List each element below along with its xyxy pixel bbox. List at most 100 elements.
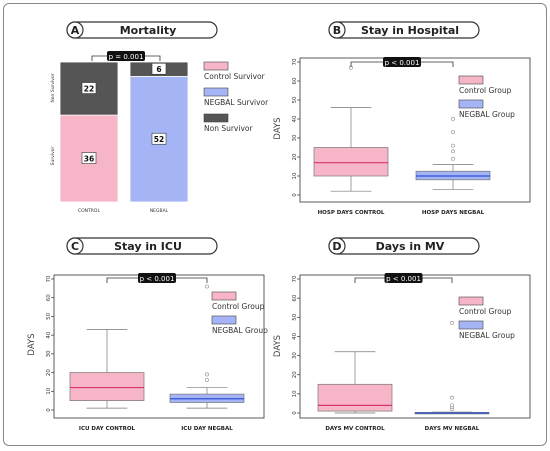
legend-swatch [458,99,484,109]
y-tick-label: 20 [292,371,298,378]
y-axis-label: DAYS [273,117,283,139]
panel-letter: D [332,240,341,253]
pvalue-label: p < 0.001 [386,275,421,283]
y-tick-label: 20 [292,153,298,160]
legend-label: Control Group [212,302,265,311]
y-tick-label: 60 [292,294,298,301]
y-tick-label: 50 [292,96,298,103]
pvalue-badge [383,57,421,67]
bar-segment [59,114,119,203]
y-tick-label: 10 [292,172,298,179]
y-axis-label: DAYS [273,335,283,357]
y-tick-label: 60 [46,294,52,301]
bar-value-box [81,152,97,164]
outlier-point [205,284,209,289]
legend-swatch [458,320,484,330]
pvalue-label: p = 0.001 [109,53,144,61]
y-tick-label: 70 [46,275,52,282]
pvalue-badge [138,273,176,283]
pvalue-badge [107,51,145,61]
legend-label: NEGBAL Group [212,326,268,335]
legend-swatch [211,315,237,325]
legend-label: Non Survivor [204,124,253,133]
pvalue-badge [384,273,423,283]
outlier-point [451,117,455,121]
x-tick-label: DAYS MV CONTROL [325,426,385,432]
y-tick-label: 70 [292,58,298,65]
panel-letter-circle [328,21,346,39]
panel-letter-circle [328,237,346,255]
panel-title: Stay in Hospital [361,24,459,37]
x-tick-label: ICU DAY NEGBAL [181,426,233,432]
bar-value-label: 6 [156,65,161,74]
y-tick-label: 30 [46,350,52,357]
legend-swatch [203,87,229,97]
legend-label: Control Survivor [204,72,266,81]
legend-swatch [211,291,237,301]
panel-title: Days in MV [376,240,445,253]
bar-value-box [151,62,167,75]
legend-label: Control Group [459,86,512,95]
outlier-point [205,378,209,382]
x-tick-label: HOSP DAYS CONTROL [318,210,385,216]
panel-letter: B [333,24,341,37]
box-control [317,383,393,412]
figure-frame: A Mortality 36 22 CONTROL 52 6 NEGBAL Survivor No… [3,3,547,446]
panel-title: Mortality [120,24,177,37]
y-segment-label: Non Survivor [50,73,56,102]
y-tick-label: 20 [46,369,52,376]
bar-value-label: 36 [84,155,94,164]
plot-frame [299,57,531,203]
panel-title: Stay in ICU [114,240,182,253]
outlier-point [451,156,455,161]
pvalue-label: p < 0.001 [385,59,420,67]
legend-label: NEGBAL Group [459,110,515,119]
x-tick-label: HOSP DAYS NEGBAL [422,210,485,216]
outlier-point [451,149,455,154]
y-tick-label: 0 [46,408,52,412]
panel-letter: A [71,24,80,37]
figure-canvas: A Mortality 36 22 CONTROL 52 6 NEGBAL Survivor No… [27,21,531,432]
y-tick-label: 50 [292,313,298,320]
outlier-point [451,143,455,148]
outlier-point [450,395,454,400]
legend-label: Control Group [459,307,512,316]
y-tick-label: 40 [292,115,298,122]
y-tick-label: 10 [46,387,52,394]
outlier-point [450,403,454,408]
y-tick-label: 40 [46,331,52,338]
box-control [313,147,389,177]
outlier-point [205,372,209,377]
outlier-point [450,321,454,325]
legend-swatch [458,75,484,85]
x-tick-label: DAYS MV NEGBAL [425,426,480,432]
y-tick-label: 30 [292,352,298,359]
y-tick-label: 30 [292,134,298,141]
legend-label: NEGBAL Survivor [204,98,269,107]
y-tick-label: 60 [292,77,298,84]
panel-letter-circle [66,21,84,39]
box-control [69,372,145,401]
y-tick-label: 0 [292,411,298,415]
panel-letter: C [71,240,79,253]
legend-label: NEGBAL Group [459,331,515,340]
bar-value-box [81,82,97,94]
pvalue-label: p < 0.001 [140,275,175,283]
y-tick-label: 50 [46,312,52,319]
panel-letter-circle [66,237,84,255]
legend-swatch [203,113,229,123]
y-segment-label: Survivor [50,146,56,165]
y-tick-label: 70 [292,275,298,282]
x-tick-label: NEGBAL [150,208,169,214]
y-tick-label: 40 [292,332,298,339]
x-tick-label: ICU DAY CONTROL [79,426,136,432]
outlier-point [451,130,455,135]
y-tick-label: 0 [292,193,298,197]
bar-value-label: 52 [154,135,164,144]
legend-swatch [458,296,484,306]
x-tick-label: CONTROL [78,208,100,214]
bar-value-label: 22 [84,85,94,94]
y-tick-label: 10 [292,390,298,397]
bar-value-box [151,132,167,145]
y-axis-label: DAYS [27,333,37,355]
